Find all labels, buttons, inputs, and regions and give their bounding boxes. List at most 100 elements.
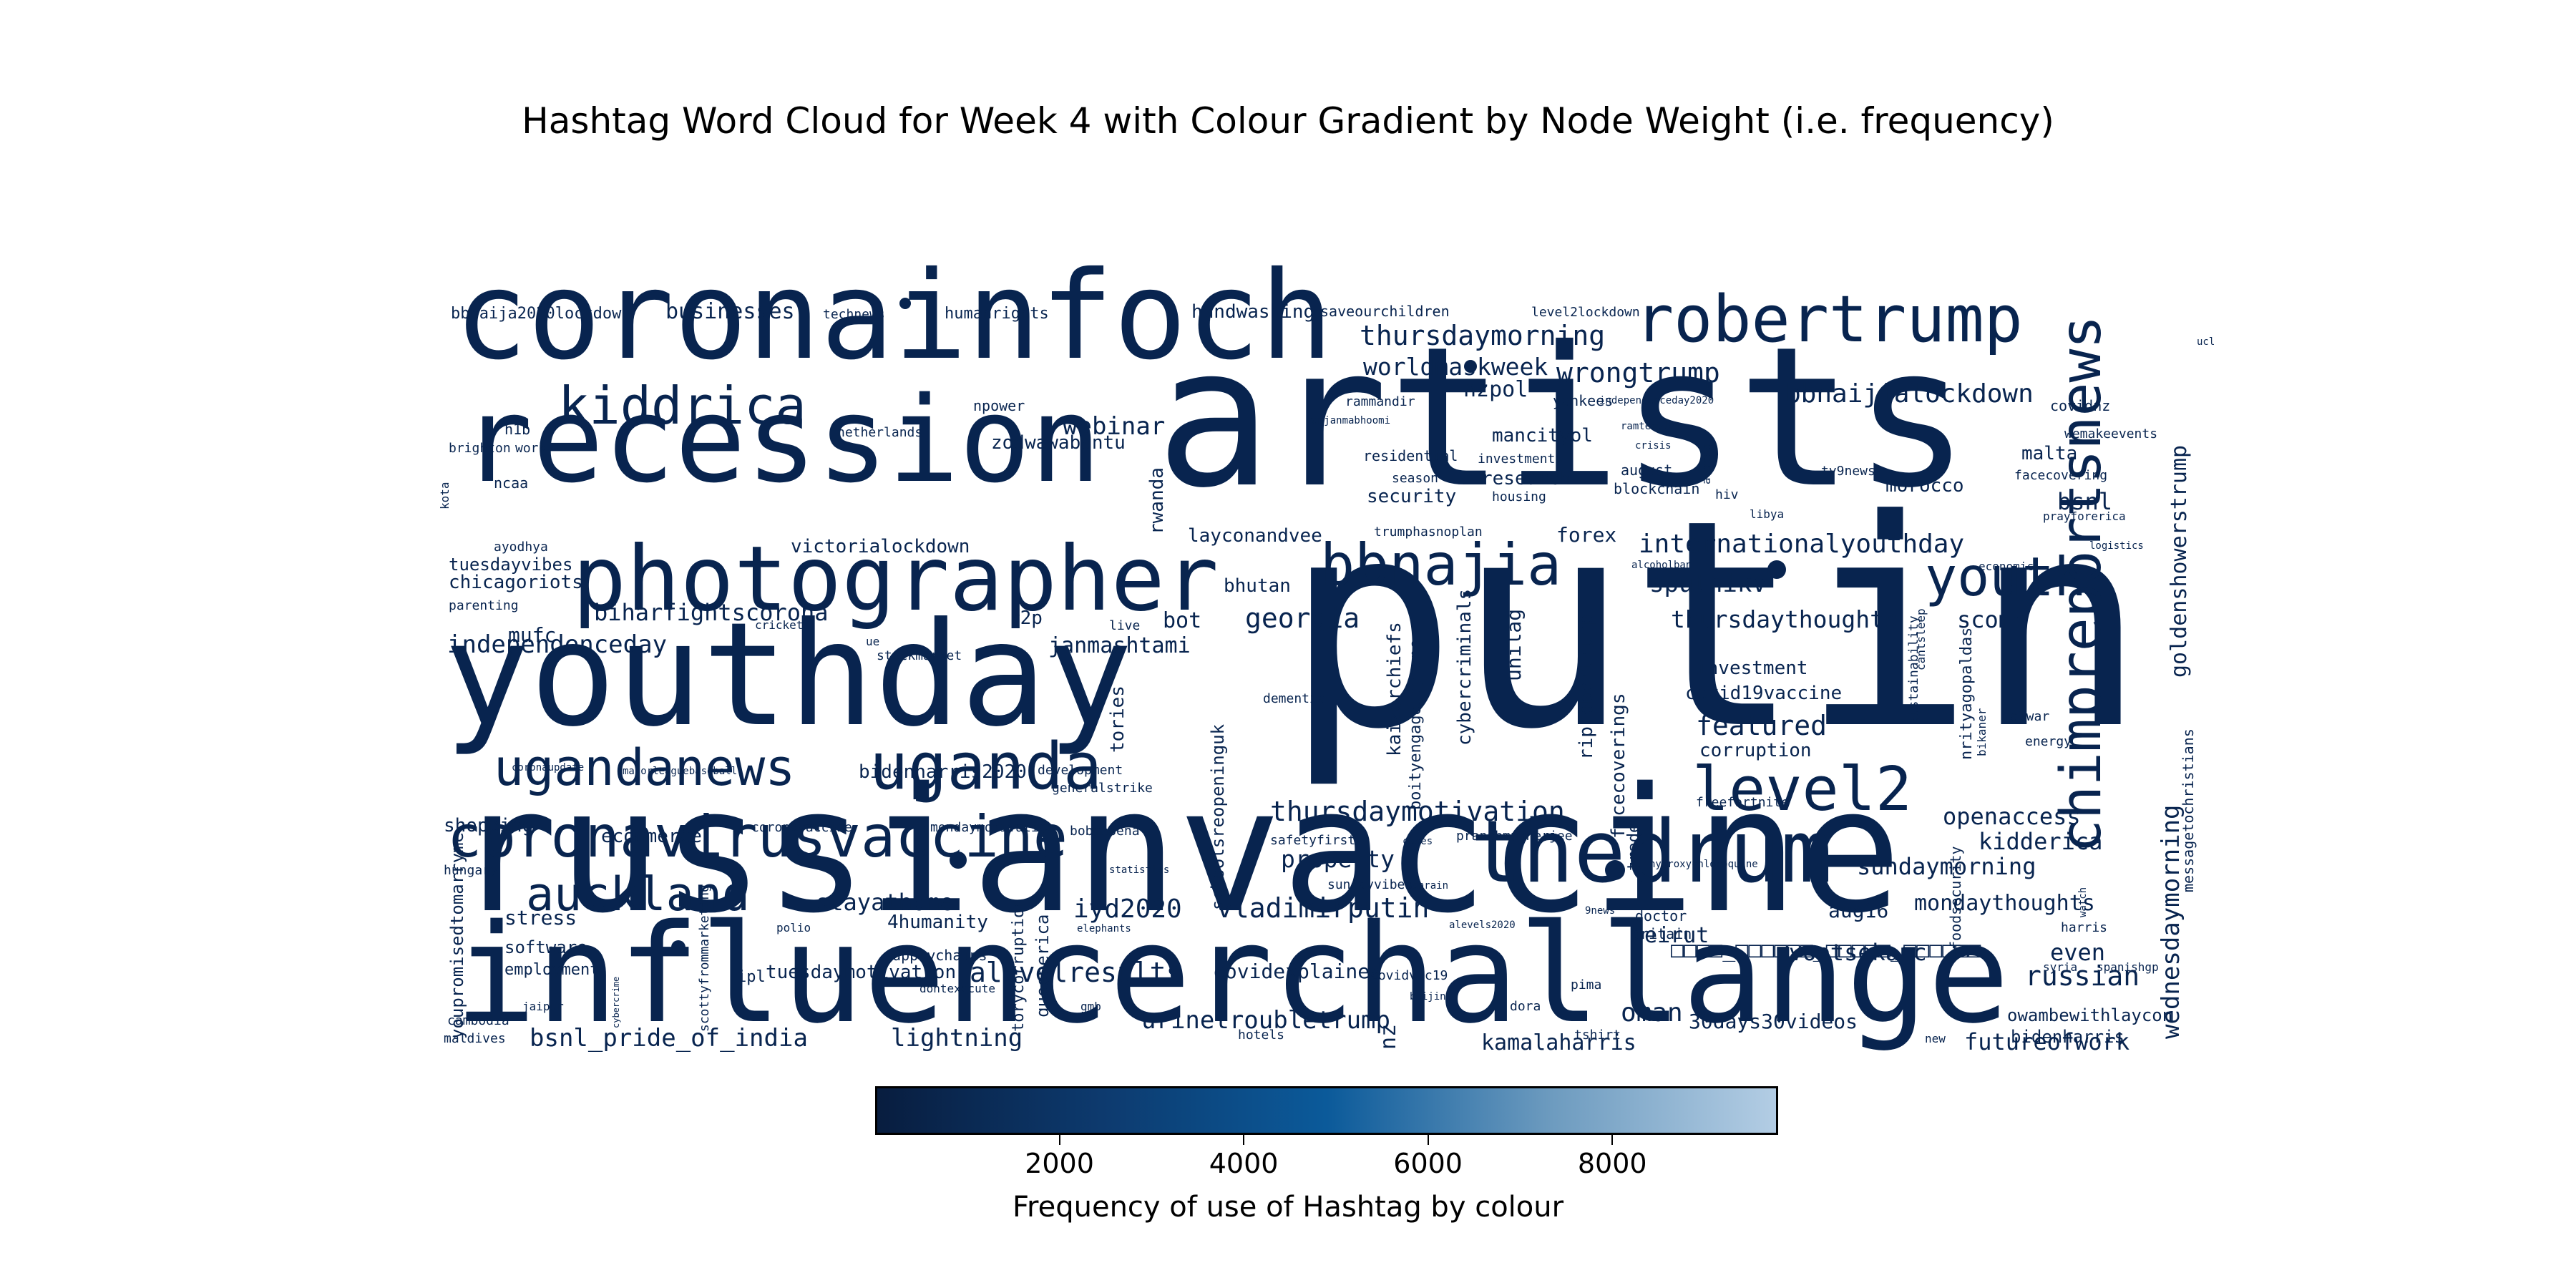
word-iyd2020: iyd2020 [1073, 894, 1182, 924]
word-influencerchallange: influencerchallange [454, 895, 2009, 1052]
word-mancityol: mancityol [1492, 425, 1593, 447]
word-oman: oman [1621, 998, 1683, 1028]
word-vladimirputin: vladimirputin [1216, 892, 1429, 924]
word-level2lockdown: level2lockdown [1531, 305, 1640, 320]
word-stockmarket: stockmarket [877, 648, 962, 663]
word-cricket: cricket [755, 618, 803, 632]
word-worldmaskweek: worldmaskweek [1363, 353, 1548, 381]
word-mondaythoughts: mondaythoughts [1914, 891, 2095, 916]
word-foodsecurity: foodsecurity [1947, 847, 1964, 950]
word-hungary: hungary [444, 863, 498, 878]
word-freefortnite: freefortnite [1696, 795, 1789, 810]
word-owambewithlaycon: owambewithlaycon [2007, 1005, 2172, 1025]
word-r2p: r2p [1009, 608, 1043, 629]
word-janmashtami: janmashtami [1048, 633, 1191, 658]
word-wednesdaymorning: wednesdaymorning [2157, 804, 2185, 1039]
colorbar [875, 1086, 1778, 1135]
word-polio: polio [776, 921, 811, 935]
word-internationalyouthday: internationalyouthday [1639, 530, 1964, 559]
word-ipl: ipl [737, 968, 766, 986]
word-4humanity: 4humanity [887, 912, 988, 933]
word-wemakeevents: wemakeevents [2064, 426, 2157, 441]
word-new: new [1925, 1032, 1946, 1045]
colorbar-tick [1243, 1135, 1245, 1145]
word-investment: investment [1696, 658, 1808, 679]
word-bsnl-pride-of-india: bsnl_pride_of_india [530, 1024, 808, 1052]
word-covidexplained: covidexplained [1213, 960, 1382, 983]
word-yankees: yankees [1553, 392, 1613, 409]
word-schoolsreopeninguk: schoolsreopeninguk [1208, 723, 1228, 910]
word-covidnz: covidnz [2050, 397, 2110, 414]
word-scomo: scomo [1957, 606, 2026, 633]
word-tuesdaymotivation: tuesdaymotivation [766, 962, 956, 983]
word-russianvaccine: russianvaccine [454, 751, 1902, 951]
word-robertrump: robertrump [1635, 282, 2023, 357]
word-photographer: photographer [572, 527, 1219, 631]
word-biharfightscorona: biharfightscorona [594, 599, 829, 626]
word-nzpol: nzpol [1463, 377, 1528, 402]
word-coronaupdate: coronaupdate [512, 762, 584, 774]
word-technews: technews [823, 307, 885, 322]
word-rammandir: rammandir [1345, 394, 1415, 409]
word-thedrum: thedrum [1470, 803, 1833, 902]
word-research: research [1481, 468, 1571, 489]
word-cantsleep: cantsleep [1914, 608, 1928, 670]
word-nrityagopaldas: nrityagopaldas [1958, 628, 1976, 760]
word-victorialockdown: victorialockdown [791, 536, 970, 557]
cloud-dot [899, 298, 911, 309]
word-forex: forex [1556, 523, 1616, 547]
word-coronavaccine: coronavaccine [751, 820, 852, 835]
word-riprobertrump: riprobertrump [1576, 615, 1597, 761]
word-dementia: dementia [1263, 691, 1325, 706]
word-security: security [1367, 486, 1456, 507]
word-bidenharris: bidenharris [2011, 1027, 2124, 1047]
word-ucl: ucl [2197, 336, 2215, 348]
word-coronainfoch: coronainfoch [454, 245, 1333, 387]
word-messagetochristians: messagetochristians [2180, 728, 2197, 892]
word-housing: housing [1492, 489, 1546, 504]
word-prayforerica: prayforerica [2043, 509, 2126, 523]
word-georgia: georgia [1245, 602, 1360, 634]
word-stayathome: stayathome [816, 889, 954, 916]
colorbar-tick-label: 8000 [1577, 1148, 1647, 1179]
word-bsnl: bsnl [2057, 488, 2112, 515]
word-facecovering: facecovering [2014, 468, 2107, 483]
word-gmb: gmb [1080, 1000, 1101, 1013]
word-spanishgp: spanishgp [2097, 960, 2159, 974]
word-saveourchildren: saveourchildren [1320, 303, 1450, 320]
word-cases: cases [1402, 836, 1433, 847]
word-hydroxychloroquine: hydroxychloroquine [1649, 859, 1758, 870]
word-supplychains: supplychains [884, 947, 987, 964]
word-cybercrime: cybercrime [611, 977, 621, 1028]
word-urinetroubletrump: urinetroubletrump [1141, 1006, 1390, 1035]
word-h1b: h1b [504, 421, 530, 438]
chart-title: Hashtag Word Cloud for Week 4 with Colou… [522, 100, 2054, 142]
word-cambodia: cambodia [447, 1013, 509, 1028]
word-development: development [1038, 763, 1123, 778]
word-alevelresults: alevelresults [970, 957, 1182, 988]
word-unknown-glyphs: □□□□_□□□□□□_□□□□□_□□□□□□ [1671, 937, 1981, 962]
word-alevels2020: alevels2020 [1449, 919, 1516, 931]
word-watch: watch [2077, 887, 2089, 917]
word-economic: economic [1979, 560, 2034, 573]
colorbar-tick-label: 4000 [1209, 1148, 1279, 1179]
colorbar-tick [1611, 1135, 1614, 1145]
colorbar-tick [1058, 1135, 1060, 1145]
colorbar-label: Frequency of use of Hashtag by colour [1012, 1191, 1564, 1224]
word-featured: featured [1696, 710, 1827, 741]
word-harris: harris [2061, 920, 2107, 935]
word-bidenharris2020: bidenharris2020 [859, 761, 1027, 783]
word-futureofwork: futureofwork [1964, 1028, 2129, 1052]
word-libya: libya [1750, 507, 1784, 521]
word-tories: tories [1107, 686, 1128, 753]
word-bbnaijialockdown: bbnaijialockdown [1785, 379, 2034, 409]
word-sputnikv: sputnikv [1649, 570, 1767, 598]
word-crisis: crisis [1635, 440, 1672, 452]
colorbar-tick [1427, 1135, 1429, 1145]
word-independenceday: independenceday [447, 630, 667, 659]
word-level2: level2 [1692, 754, 1912, 825]
word-rwanda: rwanda [1146, 467, 1168, 535]
word-alcoholban: alcoholban [1631, 560, 1692, 571]
word-independenceday2020: independenceday2020 [1599, 395, 1714, 406]
word-ue: ue [866, 635, 879, 648]
